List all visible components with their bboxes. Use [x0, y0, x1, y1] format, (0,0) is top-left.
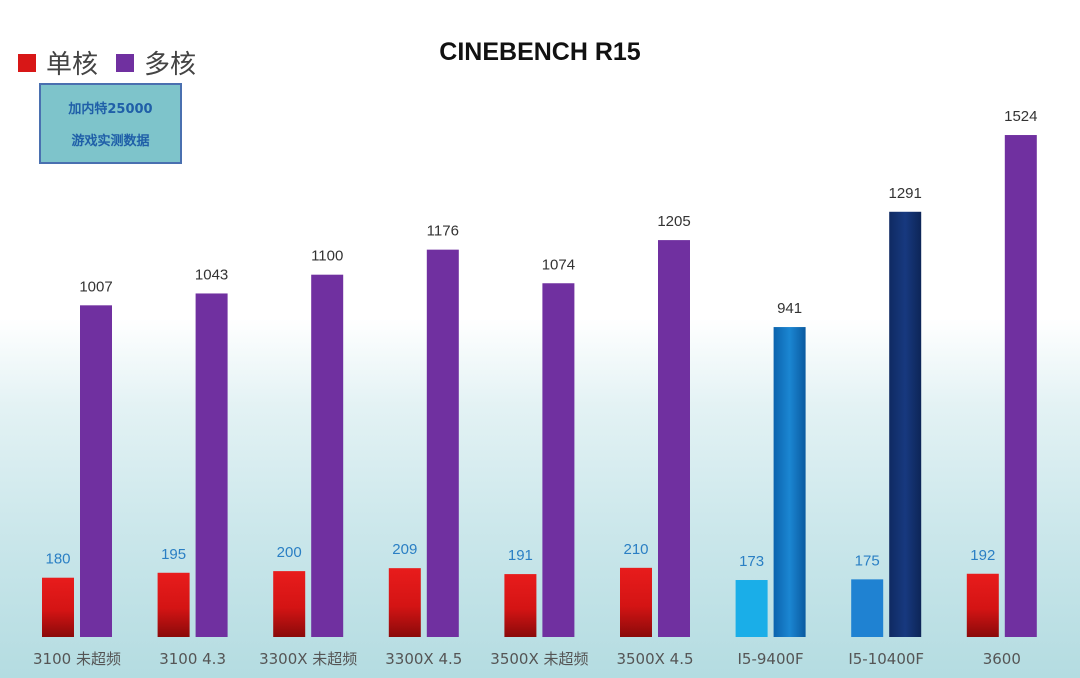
chart-title: CINEBENCH R15	[439, 38, 641, 66]
data-label-single: 180	[45, 551, 70, 568]
bar-multi	[426, 249, 459, 637]
bar-multi	[889, 211, 922, 638]
x-tick-label: 3600	[983, 650, 1021, 668]
x-tick-label: 3500X 未超频	[490, 650, 588, 668]
bar-single	[42, 577, 74, 637]
bar-single	[504, 574, 537, 637]
data-label-multi: 1176	[427, 223, 459, 240]
x-tick-label: I5-10400F	[848, 650, 924, 668]
note-line-2: 游戏实测数据	[71, 134, 150, 149]
legend-label-single: 单核	[46, 50, 99, 80]
legend-item-multi: 多核	[116, 44, 196, 81]
bar-single	[851, 579, 884, 637]
x-tick-label: 3100 4.3	[159, 650, 226, 668]
bar-multi	[658, 240, 690, 637]
x-tick-label: 3500X 4.5	[616, 650, 693, 668]
bar-single	[388, 568, 421, 637]
x-tick-label: 3300X 未超频	[259, 650, 357, 668]
data-label-multi: 1291	[889, 185, 922, 202]
data-label-single: 173	[739, 553, 764, 570]
data-label-multi: 1007	[79, 278, 112, 295]
legend-item-single: 单核	[18, 44, 98, 81]
legend-swatch-multi	[116, 53, 135, 72]
legend-swatch-single	[18, 53, 36, 72]
data-label-multi: 941	[777, 300, 802, 317]
bar-single	[966, 573, 999, 637]
bar-single	[273, 571, 306, 637]
data-label-single: 175	[855, 552, 880, 569]
bar-multi	[773, 327, 806, 637]
bar-multi	[1004, 135, 1037, 637]
data-label-multi: 1524	[1004, 108, 1037, 125]
bar-single	[620, 567, 652, 637]
bar-multi	[311, 274, 344, 637]
data-label-single: 210	[623, 541, 648, 558]
legend: 单核 多核	[18, 44, 214, 81]
data-label-single: 195	[161, 546, 186, 563]
data-label-multi: 1205	[657, 213, 690, 230]
note-line-1: 加内特25000	[68, 102, 153, 117]
data-label-multi: 1100	[311, 248, 343, 265]
bar-multi	[80, 305, 112, 637]
bar-multi	[542, 283, 575, 637]
data-label-single: 192	[970, 547, 995, 564]
data-label-multi: 1074	[542, 256, 575, 273]
data-label-single: 200	[277, 544, 302, 561]
x-tick-label: 3300X 4.5	[385, 650, 462, 668]
bar-multi	[195, 293, 228, 637]
legend-label-multi: 多核	[144, 50, 197, 80]
bar-single	[157, 572, 190, 637]
x-tick-label: 3100 未超频	[33, 650, 121, 668]
note-box: 加内特25000 游戏实测数据	[39, 83, 182, 164]
bar-single	[735, 580, 768, 637]
data-label-single: 209	[392, 541, 417, 558]
data-label-multi: 1043	[195, 266, 228, 283]
data-label-single: 191	[508, 547, 533, 564]
x-tick-label: I5-9400F	[738, 650, 804, 668]
